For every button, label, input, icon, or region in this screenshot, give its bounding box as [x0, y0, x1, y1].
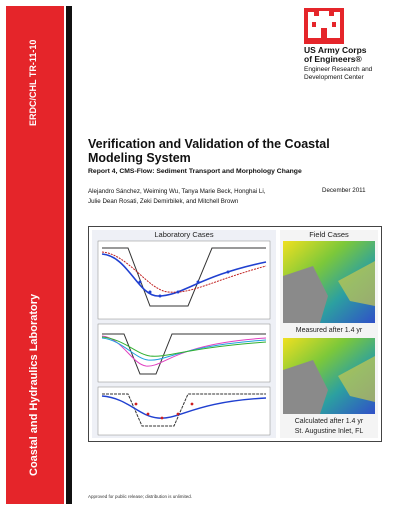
- caption-bottom: St. Augustine Inlet, FL: [295, 428, 364, 435]
- center: Engineer Research and Development Center: [304, 66, 390, 82]
- sidebar: ERDC/CHL TR-11-10 Coastal and Hydraulics…: [6, 6, 64, 504]
- logo: [304, 8, 344, 44]
- title: Verification and Validation of the Coast…: [88, 137, 378, 165]
- cover-figure: Laboratory Cases Field Cases Measured af…: [88, 226, 382, 442]
- date: December 2011: [322, 187, 366, 194]
- agency-line: of Engineers®: [304, 55, 367, 64]
- authors: Alejandro Sánchez, Weiming Wu, Tanya Mar…: [88, 187, 278, 206]
- report-number: ERDC/CHL TR-11-10: [28, 40, 38, 126]
- page: {"sidebar":{"report_number":"ERDC/CHL TR…: [0, 0, 394, 518]
- laboratory: Coastal and Hydraulics Laboratory: [28, 294, 40, 476]
- subtitle: Report 4, CMS-Flow: Sediment Transport a…: [88, 168, 302, 175]
- left-heading: Laboratory Cases: [154, 230, 213, 239]
- caption-top: Measured after 1.4 yr: [296, 327, 363, 334]
- caption-bottom: Calculated after 1.4 yr: [295, 418, 364, 425]
- black-bar: [66, 6, 72, 504]
- agency: US Army Corps of Engineers®: [304, 46, 367, 64]
- footer: Approved for public release; distributio…: [88, 494, 192, 499]
- right-heading: Field Cases: [309, 230, 349, 239]
